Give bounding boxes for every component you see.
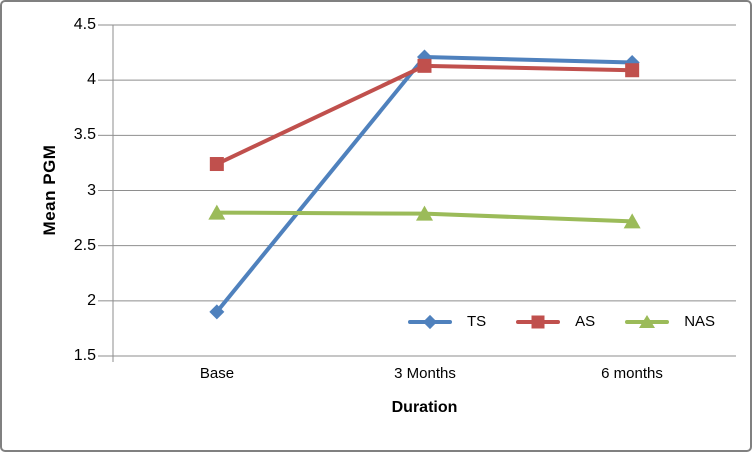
legend-swatch <box>408 313 452 331</box>
x-axis-category-label: Base <box>199 365 235 382</box>
y-axis-tick-label: 4.5 <box>73 16 96 33</box>
diamond-icon <box>422 314 438 330</box>
marker-nas-2 <box>623 213 641 229</box>
marker-ts-2 <box>624 55 640 71</box>
square-icon <box>531 315 545 329</box>
x-axis-category-label: 6 months <box>601 365 663 382</box>
triangle-icon <box>639 314 656 328</box>
legend-item-as: AS <box>516 312 595 332</box>
y-axis-title: Mean PGM <box>40 144 59 236</box>
y-axis-tick-label: 3.5 <box>73 126 96 144</box>
legend-label: TS <box>467 313 487 330</box>
x-axis-category-label: 3 Months <box>394 365 456 382</box>
legend-label: AS <box>575 313 596 330</box>
marker-ts-0 <box>209 304 225 320</box>
marker-nas-1 <box>416 205 433 221</box>
legend-swatch <box>625 313 670 331</box>
y-axis-tick-label: 2 <box>87 291 96 309</box>
marker-as-2 <box>625 63 640 78</box>
x-axis-title: Duration <box>391 399 458 416</box>
y-axis-tick-label: 2.5 <box>73 236 96 254</box>
legend-item-ts: TS <box>408 312 486 332</box>
marker-nas-0 <box>208 204 226 220</box>
legend-label: NAS <box>684 313 716 330</box>
legend: TS AS NAS <box>408 310 715 334</box>
legend-swatch <box>516 313 561 331</box>
legend-item-nas: NAS <box>625 312 715 332</box>
y-axis-tick-label: 3 <box>87 181 96 199</box>
y-axis-tick-label: 1.5 <box>73 347 96 364</box>
series-line-ts <box>214 54 635 314</box>
marker-as-0 <box>209 157 224 172</box>
y-axis-tick-label: 4 <box>87 71 96 89</box>
marker-as-1 <box>417 58 432 73</box>
